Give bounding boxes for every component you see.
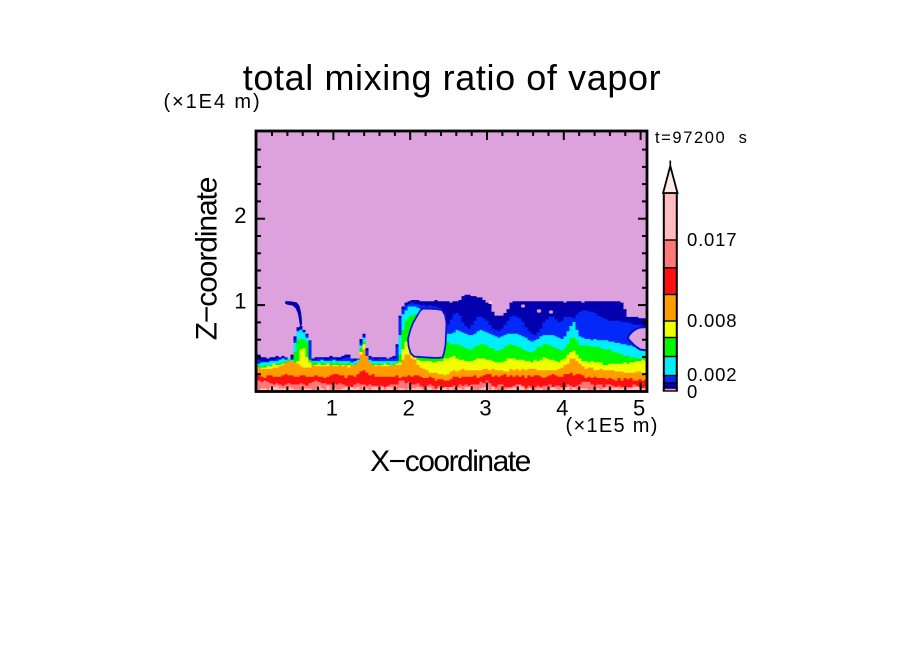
svg-text:0.002: 0.002 bbox=[687, 364, 737, 385]
svg-text:5: 5 bbox=[633, 396, 646, 421]
svg-text:Z−coordinate: Z−coordinate bbox=[191, 177, 224, 340]
svg-text:X−coordinate: X−coordinate bbox=[370, 445, 530, 478]
svg-text:1: 1 bbox=[326, 396, 339, 421]
svg-text:2: 2 bbox=[234, 203, 247, 228]
svg-text:0: 0 bbox=[687, 381, 698, 402]
svg-text:0.017: 0.017 bbox=[687, 229, 737, 250]
svg-text:4: 4 bbox=[556, 396, 569, 421]
svg-text:3: 3 bbox=[479, 396, 492, 421]
svg-text:0.008: 0.008 bbox=[687, 310, 737, 331]
svg-text:1: 1 bbox=[234, 289, 247, 314]
svg-text:2: 2 bbox=[403, 396, 416, 421]
svg-text:(×1E5 m): (×1E5 m) bbox=[566, 415, 659, 437]
svg-text:total mixing ratio of vapor: total mixing ratio of vapor bbox=[243, 57, 661, 98]
svg-text:(×1E4 m): (×1E4 m) bbox=[164, 91, 262, 113]
svg-text:t=97200 s: t=97200 s bbox=[655, 129, 749, 147]
